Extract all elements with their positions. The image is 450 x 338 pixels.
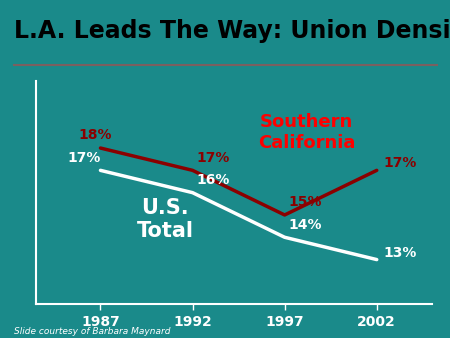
Text: 17%: 17% xyxy=(383,156,417,170)
Text: 15%: 15% xyxy=(288,195,322,209)
Text: Slide courtesy of Barbara Maynard: Slide courtesy of Barbara Maynard xyxy=(14,327,170,336)
Text: 17%: 17% xyxy=(196,151,230,165)
Text: U.S.
Total: U.S. Total xyxy=(136,198,194,241)
Text: 16%: 16% xyxy=(196,173,230,187)
Text: 17%: 17% xyxy=(68,151,101,165)
Text: 14%: 14% xyxy=(288,218,322,232)
Text: 18%: 18% xyxy=(78,128,112,143)
Text: L.A. Leads The Way: Union Density: L.A. Leads The Way: Union Density xyxy=(14,19,450,43)
Text: Southern
California: Southern California xyxy=(258,113,356,152)
Text: 13%: 13% xyxy=(383,246,417,260)
